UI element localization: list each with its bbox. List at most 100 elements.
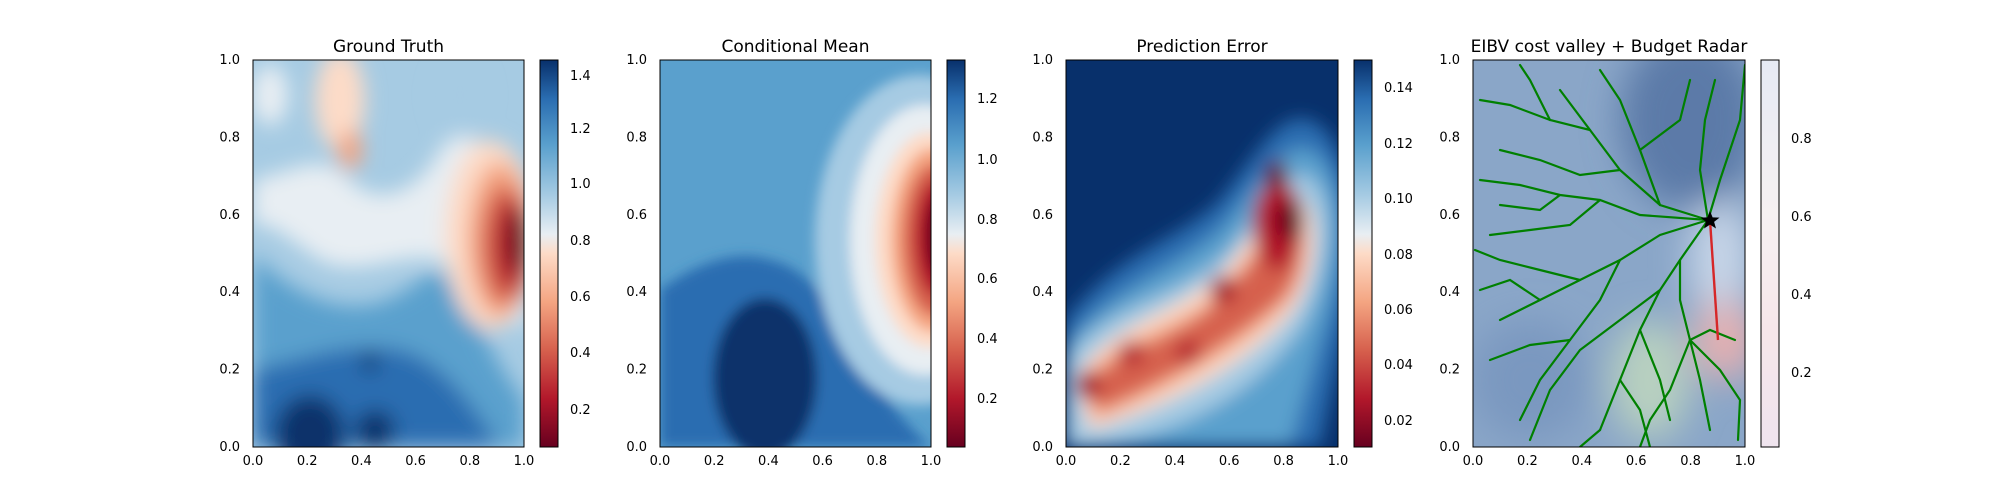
colorbar-tick-label: 0.2 — [977, 392, 998, 407]
x-tick-label: 0.6 — [812, 454, 833, 469]
colorbar-tick-label: 0.14 — [1384, 81, 1413, 96]
colorbar-eibv: 0.2 0.4 0.6 0.8 — [1760, 59, 1812, 448]
budget-radar-tree — [1473, 63, 1745, 447]
y-tick-label: 0.8 — [1439, 130, 1460, 145]
x-tick-label: 0.4 — [1164, 454, 1185, 469]
colorbar-tick-label: 0.4 — [977, 332, 998, 347]
y-tick-label: 0.4 — [219, 285, 240, 300]
x-ticks-prediction-error: 0.0 0.2 0.4 0.6 0.8 1.0 — [1056, 454, 1349, 469]
heatmap-prediction-error — [1066, 60, 1338, 447]
colorbar-tick-label: 0.8 — [570, 234, 591, 249]
y-ticks-prediction-error: 0.0 0.2 0.4 0.6 0.8 1.0 — [1032, 53, 1053, 455]
y-tick-label: 0.2 — [1032, 363, 1053, 378]
selected-path-line — [1708, 219, 1720, 341]
colorbar-tick-label: 1.0 — [977, 153, 998, 168]
x-tick-label: 1.0 — [1735, 454, 1756, 469]
y-tick-label: 0.6 — [626, 208, 647, 223]
x-tick-label: 0.8 — [1273, 454, 1294, 469]
x-ticks-conditional-mean: 0.0 0.2 0.4 0.6 0.8 1.0 — [650, 454, 942, 469]
x-tick-label: 0.6 — [405, 454, 426, 469]
y-tick-label: 1.0 — [1032, 53, 1053, 68]
y-tick-label: 0.4 — [1439, 285, 1460, 300]
y-tick-label: 0.0 — [626, 440, 647, 455]
colorbar-tick-label: 0.04 — [1384, 358, 1413, 373]
colorbar-tick-label: 1.4 — [570, 69, 591, 84]
y-tick-label: 1.0 — [626, 53, 647, 68]
y-tick-label: 0.6 — [219, 208, 240, 223]
x-tick-label: 0.0 — [1056, 454, 1077, 469]
x-tick-label: 0.4 — [1571, 454, 1592, 469]
y-tick-label: 0.0 — [1439, 440, 1460, 455]
colorbar-tick-label: 0.8 — [1791, 132, 1812, 147]
y-tick-label: 0.8 — [626, 130, 647, 145]
cost-valley-map — [1473, 60, 1745, 447]
y-tick-label: 0.2 — [626, 363, 647, 378]
colorbar-tick-label: 0.12 — [1384, 137, 1413, 152]
heatmap-conditional-mean — [660, 60, 931, 447]
x-tick-label: 0.8 — [459, 454, 480, 469]
panel-title-conditional-mean: Conditional Mean — [722, 37, 870, 57]
colorbar-tick-label: 0.4 — [1791, 288, 1812, 303]
colorbar-tick-label: 0.2 — [570, 403, 591, 418]
x-tick-label: 0.2 — [1110, 454, 1131, 469]
x-tick-label: 0.0 — [1463, 454, 1484, 469]
colorbar-tick-label: 1.2 — [977, 92, 998, 107]
y-tick-label: 0.6 — [1439, 208, 1460, 223]
x-tick-label: 0.0 — [650, 454, 671, 469]
y-tick-label: 0.8 — [1032, 130, 1053, 145]
y-tick-label: 1.0 — [219, 53, 240, 68]
y-tick-label: 1.0 — [1439, 53, 1460, 68]
x-tick-label: 0.2 — [297, 454, 318, 469]
colorbar-tick-label: 1.2 — [570, 122, 591, 137]
x-tick-label: 0.4 — [758, 454, 779, 469]
x-tick-label: 0.4 — [351, 454, 372, 469]
y-tick-label: 0.6 — [1032, 208, 1053, 223]
x-tick-label: 0.2 — [704, 454, 725, 469]
x-tick-label: 1.0 — [514, 454, 535, 469]
x-tick-label: 1.0 — [1328, 454, 1349, 469]
y-tick-label: 0.0 — [1032, 440, 1053, 455]
panel-ground-truth: Ground Truth 0.0 — [219, 37, 591, 469]
y-ticks-ground-truth: 0.0 0.2 0.4 0.6 0.8 1.0 — [219, 53, 240, 455]
y-tick-label: 0.0 — [219, 440, 240, 455]
colorbar-tick-label: 0.08 — [1384, 248, 1413, 263]
y-ticks-conditional-mean: 0.0 0.2 0.4 0.6 0.8 1.0 — [626, 53, 647, 455]
x-tick-label: 0.6 — [1626, 454, 1647, 469]
current-location-star-icon — [1700, 211, 1720, 229]
x-tick-label: 0.8 — [1680, 454, 1701, 469]
x-ticks-eibv: 0.0 0.2 0.4 0.6 0.8 1.0 — [1463, 454, 1756, 469]
x-tick-label: 0.0 — [243, 454, 264, 469]
colorbar-tick-label: 0.06 — [1384, 303, 1413, 318]
colorbar-tick-label: 0.6 — [977, 272, 998, 287]
colorbar-tick-label: 0.10 — [1384, 192, 1413, 207]
y-ticks-eibv: 0.0 0.2 0.4 0.6 0.8 1.0 — [1439, 53, 1460, 455]
colorbar-tick-label: 0.2 — [1791, 366, 1812, 381]
colorbar-tick-label: 0.02 — [1384, 414, 1413, 429]
y-tick-label: 0.4 — [1032, 285, 1053, 300]
colorbar-prediction-error: 0.02 0.04 0.06 0.08 0.10 0.12 0.14 — [1353, 59, 1413, 448]
x-tick-label: 1.0 — [921, 454, 942, 469]
x-tick-label: 0.2 — [1517, 454, 1538, 469]
panel-title-ground-truth: Ground Truth — [333, 37, 444, 57]
colorbar-conditional-mean: 0.2 0.4 0.6 0.8 1.0 1.2 — [946, 59, 998, 448]
colorbar-ground-truth: 0.2 0.4 0.6 0.8 1.0 1.2 1.4 — [539, 59, 591, 448]
panel-eibv-cost-valley: EIBV cost valley + Budget Radar — [1439, 37, 1812, 469]
panel-title-prediction-error: Prediction Error — [1136, 37, 1267, 57]
colorbar-tick-label: 1.0 — [570, 177, 591, 192]
y-tick-label: 0.8 — [219, 130, 240, 145]
x-tick-label: 0.6 — [1219, 454, 1240, 469]
x-tick-label: 0.8 — [866, 454, 887, 469]
heatmap-ground-truth — [253, 60, 524, 447]
panel-title-eibv-cost-valley: EIBV cost valley + Budget Radar — [1471, 37, 1748, 57]
x-ticks-ground-truth: 0.0 0.2 0.4 0.6 0.8 1.0 — [243, 454, 535, 469]
colorbar-tick-label: 0.6 — [570, 290, 591, 305]
panel-prediction-error: Prediction Error 0 — [1032, 37, 1413, 469]
colorbar-tick-label: 0.6 — [1791, 210, 1812, 225]
colorbar-tick-label: 0.8 — [977, 213, 998, 228]
colorbar-tick-label: 0.4 — [570, 346, 591, 361]
y-tick-label: 0.2 — [219, 363, 240, 378]
panel-conditional-mean: Conditional Mean 0.0 0.2 0.4 0.6 0.8 1.0 — [626, 37, 998, 469]
y-tick-label: 0.2 — [1439, 363, 1460, 378]
y-tick-label: 0.4 — [626, 285, 647, 300]
